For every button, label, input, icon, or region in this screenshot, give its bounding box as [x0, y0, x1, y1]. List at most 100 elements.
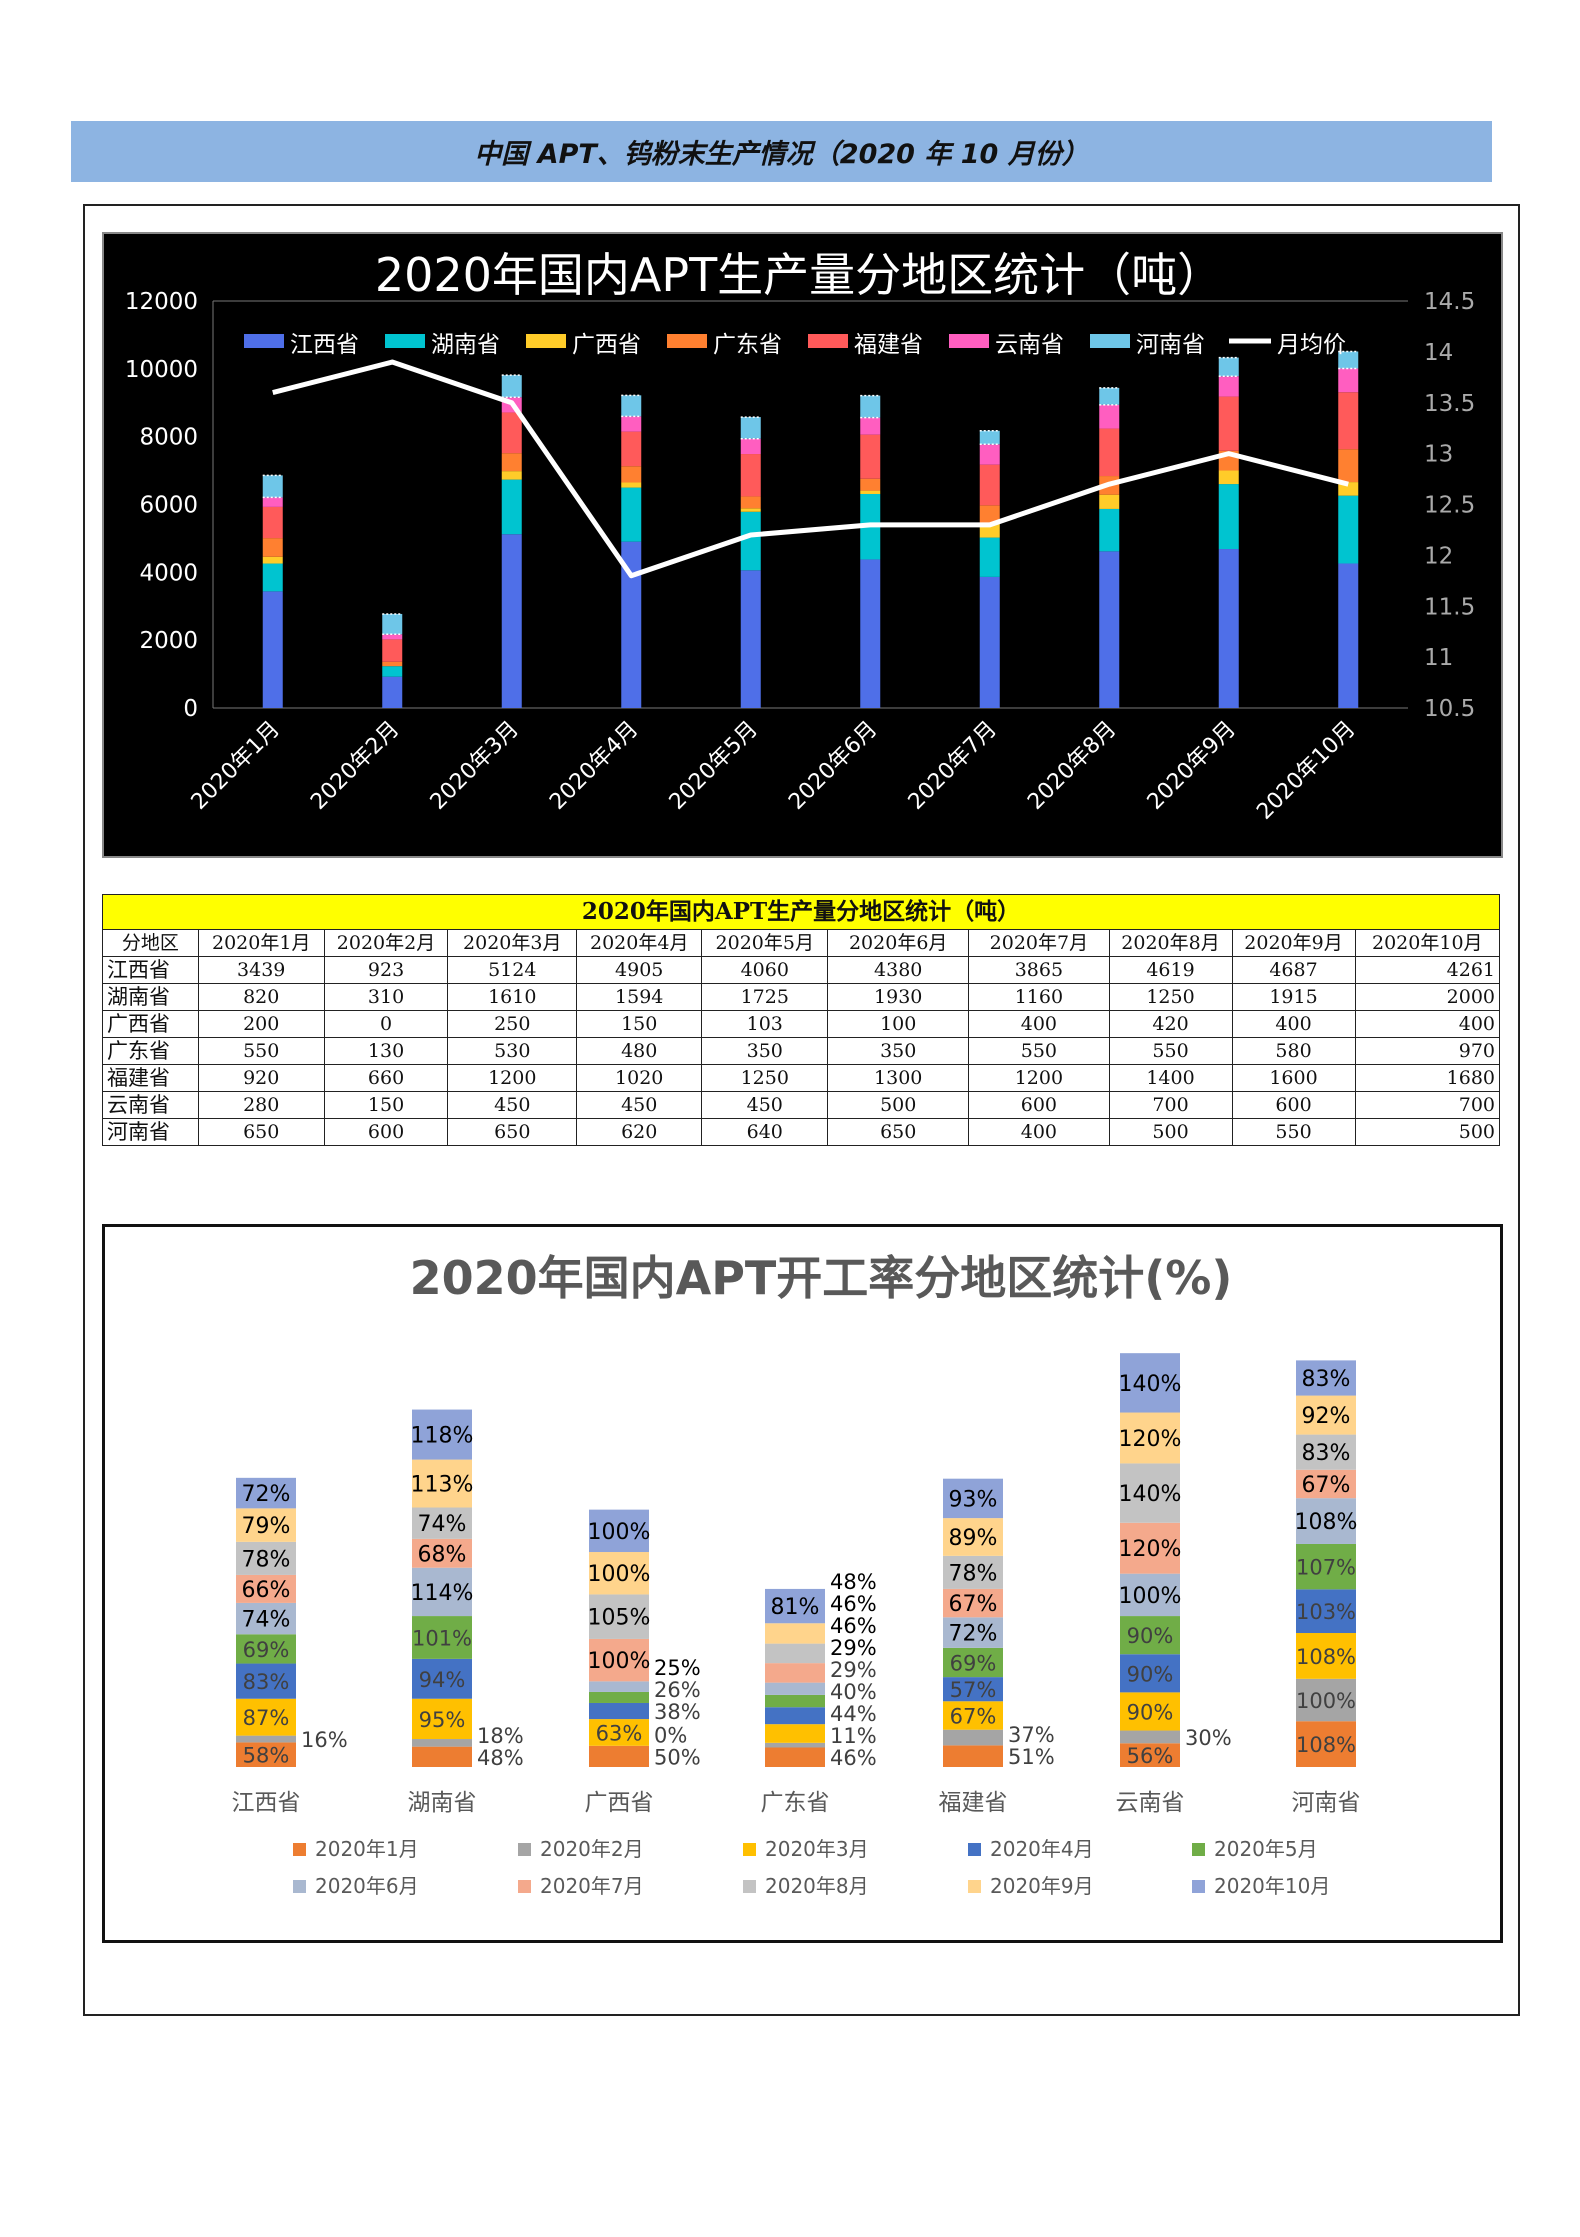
bar-segment-2020年1月: [236, 1742, 296, 1767]
bar-segment-江西省: [1338, 563, 1359, 708]
data-label: 38%: [654, 1700, 701, 1724]
bar-segment-2020年7月: [412, 1538, 472, 1568]
y2-tick-label: 14: [1424, 340, 1453, 366]
legend-swatch-2020年6月: [293, 1880, 306, 1893]
data-label: 57%: [950, 1678, 997, 1702]
y-tick-label: 2000: [139, 628, 198, 654]
table-cell-value: 350: [827, 1037, 970, 1065]
bar-segment-2020年1月: [589, 1745, 649, 1767]
bar-segment-江西省: [501, 534, 522, 708]
production-table: 2020年国内APT生产量分地区统计（吨） 分地区 2020年1月 2020年2月…: [102, 894, 1501, 1146]
table-cell-value: 250: [447, 1010, 578, 1038]
data-label: 0%: [654, 1723, 687, 1747]
y2-tick-label: 13.5: [1424, 391, 1475, 417]
bar-segment-2020年4月: [1296, 1589, 1356, 1634]
data-label: 16%: [301, 1728, 348, 1752]
bar-segment-福建省: [979, 464, 1000, 506]
bar-segment-云南省: [1099, 404, 1120, 429]
bar-segment-广东省: [621, 466, 642, 483]
data-label: 79%: [242, 1514, 291, 1539]
legend-label: 河南省: [1136, 332, 1205, 358]
data-label: 83%: [1302, 1367, 1351, 1392]
data-label: 89%: [949, 1526, 998, 1551]
x-tick-label: 2020年3月: [426, 717, 524, 815]
data-label: 108%: [1295, 1510, 1358, 1535]
bar-segment-湖南省: [1338, 495, 1359, 564]
bar-segment-河南省: [382, 613, 403, 635]
data-label: 140%: [1119, 1482, 1182, 1507]
bar-segment-2020年7月: [1120, 1522, 1180, 1574]
legend-swatch-2020年4月: [968, 1843, 981, 1856]
table-cell-value: 4619: [1108, 956, 1233, 984]
bar-segment-福建省: [740, 454, 761, 497]
bar-segment-河南省: [860, 395, 881, 418]
table-cell-value: 820: [197, 983, 325, 1011]
bar-segment-云南省: [860, 417, 881, 435]
x-tick-label: 2020年7月: [904, 717, 1002, 815]
data-label: 25%: [654, 1656, 701, 1680]
production-chart-svg: 2020年国内APT生产量分地区统计（吨） 0 2000 4000 6000 8000 10…: [125, 248, 1475, 825]
bar-segment-广西省: [979, 524, 1000, 538]
table-row: 广东省 550 130 530 480 350 350 550 550 580 970: [102, 1037, 1501, 1065]
legend-swatch-河南省: [1090, 334, 1130, 348]
data-label: 100%: [1296, 1689, 1356, 1713]
data-label: 100%: [588, 1520, 651, 1545]
data-label: 120%: [1119, 1537, 1182, 1562]
table-cell-value: 450: [576, 1091, 703, 1119]
x-tick-label: 2020年6月: [784, 717, 882, 815]
data-label: 140%: [1119, 1372, 1182, 1397]
legend-swatch-湖南省: [385, 334, 425, 348]
bar-segment-2020年9月: [943, 1518, 1003, 1556]
data-label: 58%: [243, 1744, 290, 1768]
bar-segment-2020年3月: [943, 1701, 1003, 1730]
data-label: 100%: [1119, 1584, 1182, 1609]
table-cell-value: 550: [1108, 1037, 1233, 1065]
bar-segment-湖南省: [621, 487, 642, 542]
table-cell-value: 650: [447, 1118, 578, 1146]
table-title: 2020年国内APT生产量分地区统计（吨）: [102, 894, 1500, 930]
table-cell-value: 400: [968, 1010, 1110, 1038]
table-cell-value: 400: [968, 1118, 1110, 1146]
legend-swatch-2020年5月: [1192, 1843, 1205, 1856]
table-header-month: 2020年8月: [1108, 929, 1233, 957]
table-cell-value: 500: [1108, 1118, 1233, 1146]
data-label: 48%: [830, 1570, 877, 1594]
x-tick-label: 江西省: [232, 1790, 301, 1816]
bar-segment-广东省: [740, 496, 761, 509]
bar-segment-2020年4月: [589, 1702, 649, 1720]
bar-segment-2020年2月: [412, 1739, 472, 1747]
table-cell-value: 600: [968, 1091, 1110, 1119]
chart-title: 2020年国内APT开工率分地区统计(%): [410, 1251, 1233, 1305]
bar-segment-2020年3月: [236, 1698, 296, 1736]
production-chart: 2020年国内APT生产量分地区统计（吨） 0 2000 4000 6000 8000 10…: [102, 232, 1503, 858]
table-header-month: 2020年9月: [1231, 929, 1356, 957]
data-label: 67%: [950, 1704, 997, 1728]
data-label: 46%: [830, 1746, 877, 1770]
bar-segment-2020年5月: [765, 1694, 825, 1708]
bar-segment-2020年5月: [943, 1647, 1003, 1678]
data-label: 30%: [1185, 1726, 1232, 1750]
bar-segment-河南省: [1218, 357, 1239, 377]
bar-segment-湖南省: [979, 537, 1000, 577]
bar-segment-江西省: [382, 676, 403, 708]
table-cell-value: 420: [1108, 1010, 1233, 1038]
bar-segment-福建省: [1218, 396, 1239, 451]
table-cell-value: 530: [447, 1037, 578, 1065]
bar-segment-2020年8月: [765, 1643, 825, 1664]
table-cell-value: 920: [197, 1064, 325, 1092]
bar-segment-云南省: [1218, 376, 1239, 397]
bar-segment-2020年5月: [1120, 1616, 1180, 1655]
table-cell-region: 江西省: [102, 956, 199, 984]
legend-label: 2020年6月: [315, 1874, 419, 1898]
bar-segment-2020年10月: [1120, 1353, 1180, 1413]
y-tick-label: 8000: [139, 425, 198, 451]
table-cell-value: 4687: [1231, 956, 1356, 984]
data-label: 92%: [1302, 1404, 1351, 1429]
table-header-month: 2020年6月: [827, 929, 970, 957]
chart-title: 2020年国内APT生产量分地区统计（吨）: [375, 248, 1223, 302]
bar-segment-2020年1月: [1120, 1743, 1180, 1767]
bar-segment-2020年3月: [765, 1724, 825, 1743]
table-cell-value: 150: [576, 1010, 703, 1038]
table-cell-value: 1250: [1108, 983, 1233, 1011]
data-label: 68%: [418, 1542, 467, 1567]
